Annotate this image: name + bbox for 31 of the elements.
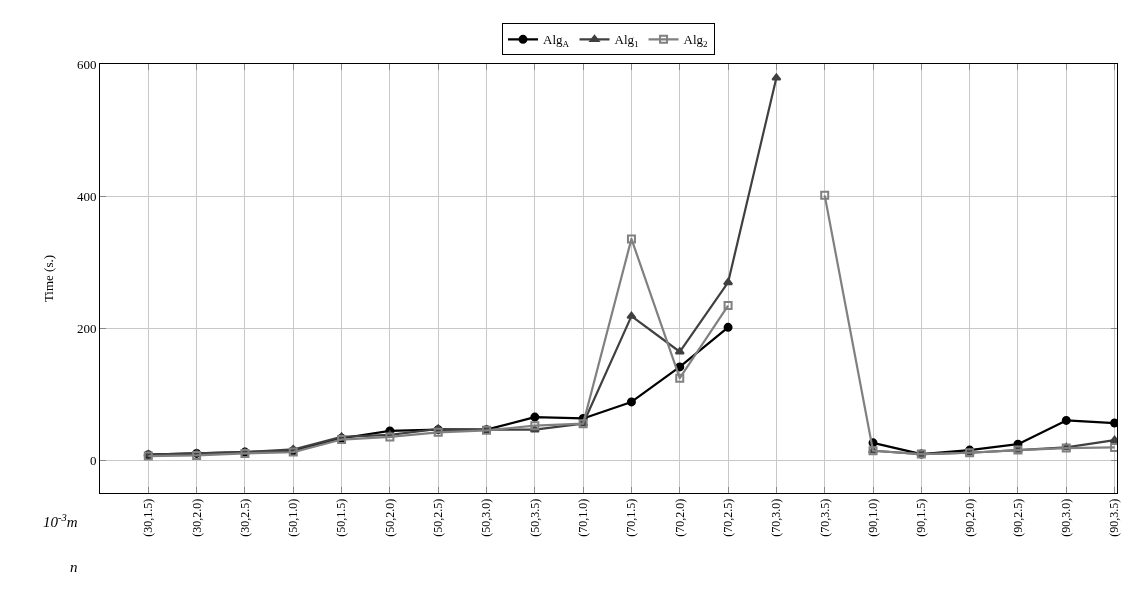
y-tick-label: 0: [89, 452, 97, 468]
legend-label: Alg$_{2}$: [683, 32, 709, 50]
x-tick-label: (50,1.0): [286, 498, 301, 537]
x-tick-label: (70,3.5): [817, 498, 832, 537]
text: 10$^{-3}$m: [43, 512, 78, 531]
x-tick-label: (70,1.0): [576, 498, 591, 537]
x-tick-label: (50,3.5): [527, 498, 542, 537]
x-tick-label: (90,3.5): [1107, 498, 1122, 537]
x-tick-label: (90,3.0): [1059, 498, 1074, 537]
x-tick-label: (90,2.0): [962, 498, 977, 537]
x-tick-label: (70,3.0): [769, 498, 784, 537]
legend-label: Alg$_{1}$: [614, 32, 639, 50]
legend-label: Alg$_{A}$: [543, 32, 570, 50]
x-tick-label: (50,3.0): [479, 498, 494, 537]
x-tick-label: (70,2.5): [720, 498, 735, 537]
x-tick-label: (90,1.0): [865, 498, 880, 537]
y-tick-label: 400: [76, 188, 97, 204]
y-tick-label: 200: [76, 320, 97, 336]
x-tick-label: (70,2.0): [672, 498, 687, 537]
x-tick-label: (30,2.0): [189, 498, 204, 537]
x-tick-label: (50,2.5): [431, 498, 446, 537]
x-tick-label: (30,1.5): [141, 498, 156, 537]
x-tick-label: (90,2.5): [1010, 498, 1025, 537]
x-tick-label: (30,2.5): [237, 498, 252, 537]
x-tick-label: (70,1.5): [624, 498, 639, 537]
text: n: [70, 559, 78, 575]
x-tick-label: (50,1.5): [334, 498, 349, 537]
y-tick-label: 600: [76, 56, 97, 72]
x-tick-label: (50,2.0): [382, 498, 397, 537]
x-tick-label: (90,1.5): [914, 498, 929, 537]
y-axis-title: Time (s.): [40, 254, 56, 303]
